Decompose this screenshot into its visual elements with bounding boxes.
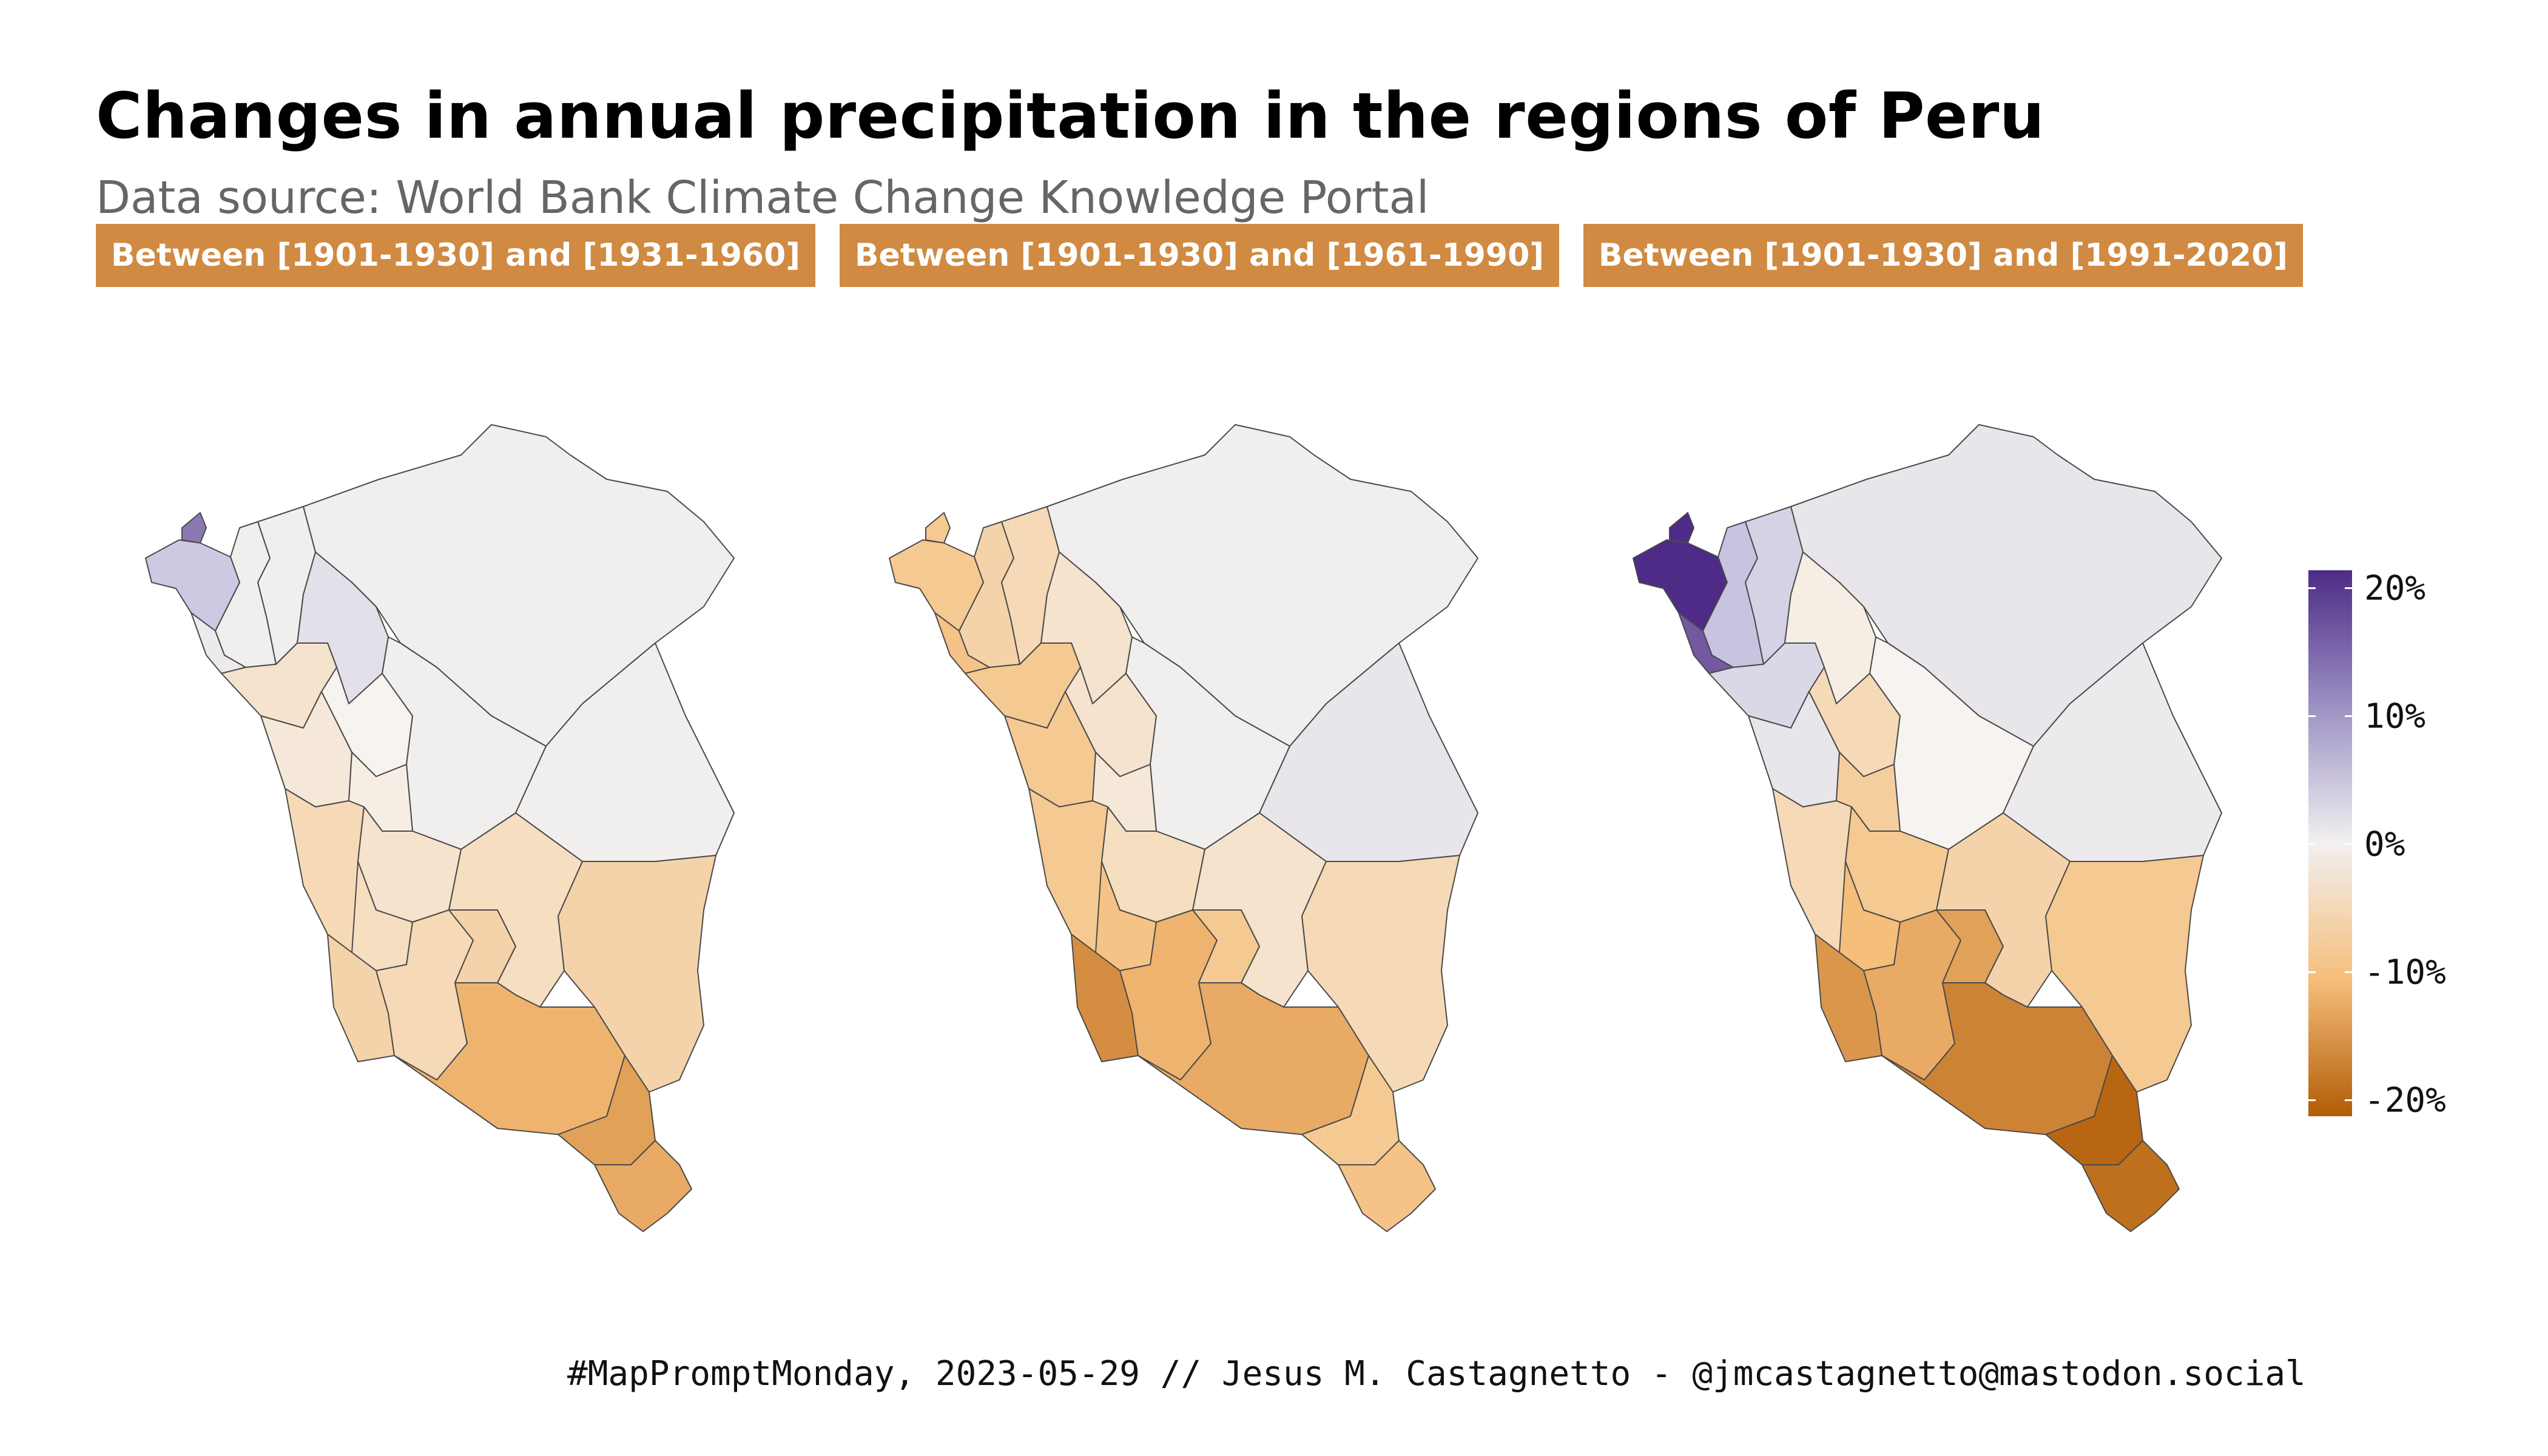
region-tumbes <box>925 512 951 544</box>
region-loreto <box>1046 424 1478 747</box>
chart-subtitle: Data source: World Bank Climate Change K… <box>96 172 1429 224</box>
map-panel-2 <box>865 328 1617 1310</box>
panel-strip-1: Between [1901-1930] and [1931-1960] <box>96 224 815 287</box>
legend-label-minus-20: -20% <box>2364 1080 2446 1121</box>
region-loreto <box>303 424 735 747</box>
chart-title: Changes in annual precipitation in the r… <box>96 79 2045 153</box>
region-tumbes <box>181 512 207 544</box>
region-puno <box>1301 855 1460 1093</box>
color-legend: 20% 10% 0% -10% -20% <box>2308 568 2490 1128</box>
panel-strip-3: Between [1901-1930] and [1991-2020] <box>1583 224 2303 287</box>
legend-tick <box>2345 715 2352 717</box>
region-loreto <box>1790 424 2222 747</box>
peru-map-2 <box>889 424 1478 1232</box>
map-panel-1 <box>121 328 874 1310</box>
legend-tick <box>2345 1099 2352 1101</box>
region-tacna <box>2081 1140 2180 1232</box>
footer-caption: #MapPromptMonday, 2023-05-29 // Jesus M.… <box>567 1354 2306 1394</box>
region-tumbes <box>1669 512 1694 544</box>
region-puno <box>558 855 716 1093</box>
legend-label-20: 20% <box>2364 568 2426 608</box>
region-tacna <box>594 1140 692 1232</box>
region-puno <box>2045 855 2204 1093</box>
legend-label-minus-10: -10% <box>2364 952 2446 993</box>
legend-label-10: 10% <box>2364 696 2426 736</box>
legend-tick <box>2308 843 2316 845</box>
legend-tick <box>2345 971 2352 973</box>
peru-map-1 <box>145 424 735 1232</box>
peru-map-3 <box>1633 424 2222 1232</box>
region-tacna <box>1338 1140 1436 1232</box>
legend-tick <box>2308 971 2316 973</box>
legend-tick <box>2308 1099 2316 1101</box>
legend-tick <box>2308 715 2316 717</box>
legend-tick <box>2308 587 2316 589</box>
panel-strip-2: Between [1901-1930] and [1961-1990] <box>840 224 1559 287</box>
legend-tick <box>2345 843 2352 845</box>
legend-label-0: 0% <box>2364 824 2405 864</box>
map-panel-3 <box>1609 328 2361 1310</box>
legend-tick <box>2345 587 2352 589</box>
